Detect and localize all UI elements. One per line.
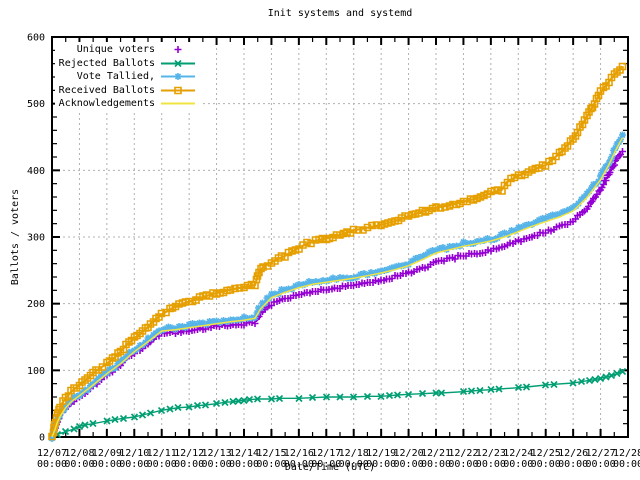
legend-label: Vote Tallied, <box>76 71 155 83</box>
x-tick-label-time: 00:00 <box>284 459 314 470</box>
series-line-1 <box>51 371 623 438</box>
x-tick-label-time: 00:00 <box>503 459 533 470</box>
series-markers-3 <box>48 62 627 441</box>
legend-sample-marker <box>174 86 182 95</box>
x-tick-label-time: 00:00 <box>64 459 94 470</box>
x-tick-label-date: 12/23 <box>476 448 506 459</box>
x-tick-label-time: 00:00 <box>476 459 506 470</box>
x-tick-label-date: 12/28 <box>613 448 640 459</box>
x-tick-label-date: 12/11 <box>147 448 177 459</box>
y-tick-label: 0 <box>39 433 45 444</box>
x-tick-label-time: 00:00 <box>202 459 232 470</box>
legend-label: Unique voters <box>76 44 155 56</box>
x-tick-label-time: 00:00 <box>147 459 177 470</box>
x-tick-label-time: 00:00 <box>531 459 561 470</box>
x-tick-label-time: 00:00 <box>421 459 451 470</box>
square-marker-icon <box>161 86 195 95</box>
x-tick-label-time: 00:00 <box>119 459 149 470</box>
series-markers-1 <box>48 367 627 441</box>
x-tick-label-date: 12/19 <box>366 448 396 459</box>
x-tick-label-date: 12/27 <box>586 448 616 459</box>
x-tick-label-time: 00:00 <box>339 459 369 470</box>
x-tick-label-date: 12/09 <box>92 448 122 459</box>
plot-border <box>51 36 629 438</box>
x-tick-label-time: 00:00 <box>174 459 204 470</box>
legend-entry-unique-voters: Unique voters <box>57 43 199 57</box>
series-line-3 <box>50 65 624 438</box>
legend-sample-marker <box>174 46 182 54</box>
x-tick-label-time: 00:00 <box>229 459 259 470</box>
x-tick-label-date: 12/21 <box>421 448 451 459</box>
x-tick-label-time: 00:00 <box>586 459 616 470</box>
y-tick-label: 600 <box>27 33 45 44</box>
x-tick-label-time: 00:00 <box>366 459 396 470</box>
legend-entry-rejected-ballots: Rejected Ballots <box>57 57 199 71</box>
x-tick-label-date: 12/16 <box>284 448 314 459</box>
legend-label: Received Ballots <box>58 84 155 96</box>
y-tick-label: 500 <box>27 99 45 110</box>
chart-title: Init systems and systemd <box>267 8 413 19</box>
star-marker-icon <box>161 73 195 81</box>
legend-entry-acknowledgements: Acknowledgements <box>57 97 199 111</box>
x-tick-label-date: 12/20 <box>394 448 424 459</box>
x-tick-label-time: 00:00 <box>613 459 640 470</box>
x-tick-label-date: 12/13 <box>202 448 232 459</box>
x-tick-label-time: 00:00 <box>37 459 67 470</box>
x-tick-label-date: 12/15 <box>256 448 286 459</box>
x-tick-label-time: 00:00 <box>448 459 478 470</box>
y-tick-label: 400 <box>27 166 45 177</box>
legend-label: Rejected Ballots <box>58 57 155 69</box>
x-tick-label-date: 12/24 <box>503 448 533 459</box>
cross-marker-icon <box>161 59 195 67</box>
x-tick-label-date: 12/12 <box>174 448 204 459</box>
x-axis-label: Date/Time (UTC) <box>284 462 376 473</box>
legend: Unique voters Rejected Ballots Vote Tall… <box>55 42 201 112</box>
x-tick-label-date: 12/14 <box>229 448 259 459</box>
x-tick-label-date: 12/07 <box>37 448 67 459</box>
y-tick-label: 200 <box>27 299 45 310</box>
y-tick-label: 300 <box>27 233 45 244</box>
line-marker-icon <box>161 102 195 105</box>
legend-sample-marker <box>174 59 182 67</box>
plus-marker-icon <box>174 46 182 54</box>
x-tick-label-date: 12/08 <box>64 448 94 459</box>
x-tick-label-date: 12/17 <box>311 448 341 459</box>
y-tick-label: 100 <box>27 366 45 377</box>
x-tick-label-date: 12/25 <box>531 448 561 459</box>
x-tick-label-date: 12/26 <box>558 448 588 459</box>
x-tick-label-date: 12/10 <box>119 448 149 459</box>
legend-entry-received-ballots: Received Ballots <box>57 84 199 98</box>
x-tick-label-time: 00:00 <box>92 459 122 470</box>
legend-label: Acknowledgements <box>58 98 155 110</box>
x-tick-label-time: 00:00 <box>311 459 341 470</box>
x-tick-label-time: 00:00 <box>394 459 424 470</box>
x-tick-label-time: 00:00 <box>558 459 588 470</box>
legend-entry-vote-tallied: Vote Tallied, <box>57 70 199 84</box>
legend-sample-marker <box>174 73 182 81</box>
x-tick-label-time: 00:00 <box>256 459 286 470</box>
series-line-4 <box>51 137 624 438</box>
x-tick-label-date: 12/22 <box>448 448 478 459</box>
x-tick-label-date: 12/18 <box>339 448 369 459</box>
